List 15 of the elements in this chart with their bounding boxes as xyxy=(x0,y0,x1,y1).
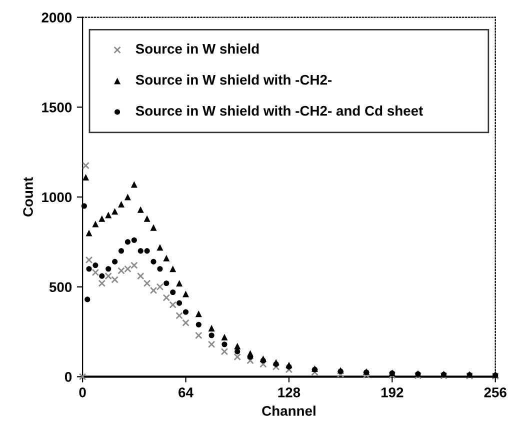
y-tick-label: 1000 xyxy=(42,192,72,202)
y-axis-title: Count xyxy=(23,177,33,216)
y-tick-label: 500 xyxy=(49,282,72,292)
x-tick-label: 128 xyxy=(278,387,300,398)
legend-label: Source in W shield with -CH2- and Cd sheet xyxy=(136,106,424,116)
x-tick-label: 0 xyxy=(79,387,86,398)
x-tick-label: 192 xyxy=(381,387,404,398)
x-axis-title: Channel xyxy=(262,406,316,416)
legend-label: Source in W shield with -CH2- xyxy=(136,74,332,85)
legend-label: Source in W shield xyxy=(136,44,259,54)
y-tick-label: 2000 xyxy=(42,12,72,22)
x-tick-label: 256 xyxy=(484,387,506,398)
y-tick-label: 1500 xyxy=(42,102,72,112)
x-tick-label: 64 xyxy=(178,387,194,398)
y-tick-label: 0 xyxy=(64,372,72,382)
